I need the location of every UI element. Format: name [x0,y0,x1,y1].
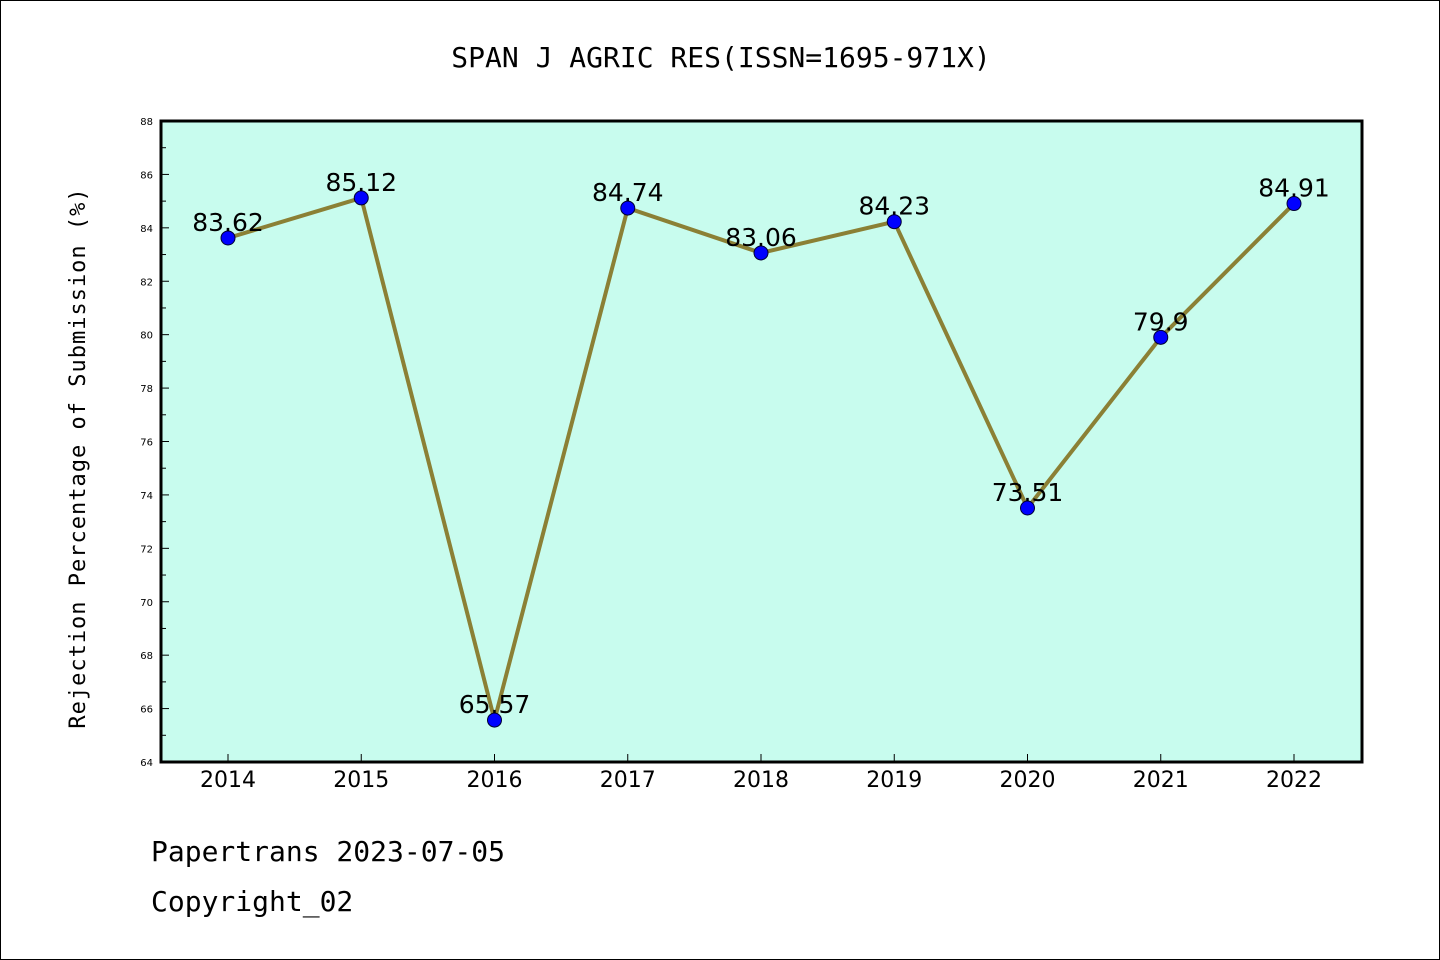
y-tick-label: 76 [140,438,153,449]
data-label: 84.74 [592,178,664,207]
y-tick-label: 70 [140,598,153,609]
data-label: 79.9 [1133,307,1189,336]
data-point-marker [620,200,636,216]
data-label: 85.12 [325,168,397,197]
data-label: 84.91 [1258,174,1330,203]
data-point-marker [753,245,769,261]
y-axis-label: Rejection Percentage of Submission (%) [66,187,91,728]
data-point-marker [1286,196,1302,212]
data-point-marker [353,190,369,206]
data-point-marker [1153,329,1169,345]
x-tick-label: 2017 [600,768,656,793]
data-point-marker [487,712,502,728]
x-tick-label: 2018 [733,768,789,793]
x-tick-label: 2015 [333,768,389,793]
data-label: 73.51 [992,478,1064,507]
data-label: 84.23 [858,192,930,221]
y-tick-label: 68 [140,651,153,662]
x-tick-label: 2016 [467,768,523,793]
series-layer: 83.62 85.12 65.57 84.74 83.06 84.23 73.51 79.9 8… [192,168,1330,728]
data-point-marker [1020,500,1035,516]
axis-layer: 64 66 68 70 72 74 76 78 80 82 84 86 88 2014 2015 2016 20… [140,117,1322,793]
footer-copyright-line: Copyright_02 [151,885,354,918]
x-tick-label: 2022 [1266,768,1322,793]
x-tick-label: 2020 [1000,768,1056,793]
y-tick-label: 78 [140,384,153,395]
data-label: 83.06 [725,223,797,252]
data-point-marker [220,230,236,246]
y-tick-label: 84 [140,224,153,235]
data-label: 65.57 [459,690,531,719]
plot-frame [159,119,1364,764]
y-tick-label: 74 [140,491,153,502]
plot-area [161,121,1362,762]
y-tick-label: 88 [140,117,153,128]
chart-title: SPAN J AGRIC RES(ISSN=1695-971X) [451,41,990,74]
y-tick-label: 82 [140,277,153,288]
data-point-marker [886,214,902,230]
data-label: 83.62 [192,208,264,237]
y-tick-label: 72 [140,544,153,555]
y-tick-label: 86 [140,170,153,181]
footer-date-line: Papertrans 2023-07-05 [151,835,506,868]
y-tick-label: 64 [140,758,153,769]
y-tick-label: 66 [140,705,153,716]
x-tick-label: 2019 [866,768,922,793]
y-tick-label: 80 [140,331,153,342]
x-tick-label: 2014 [200,768,256,793]
x-tick-label: 2021 [1133,768,1189,793]
